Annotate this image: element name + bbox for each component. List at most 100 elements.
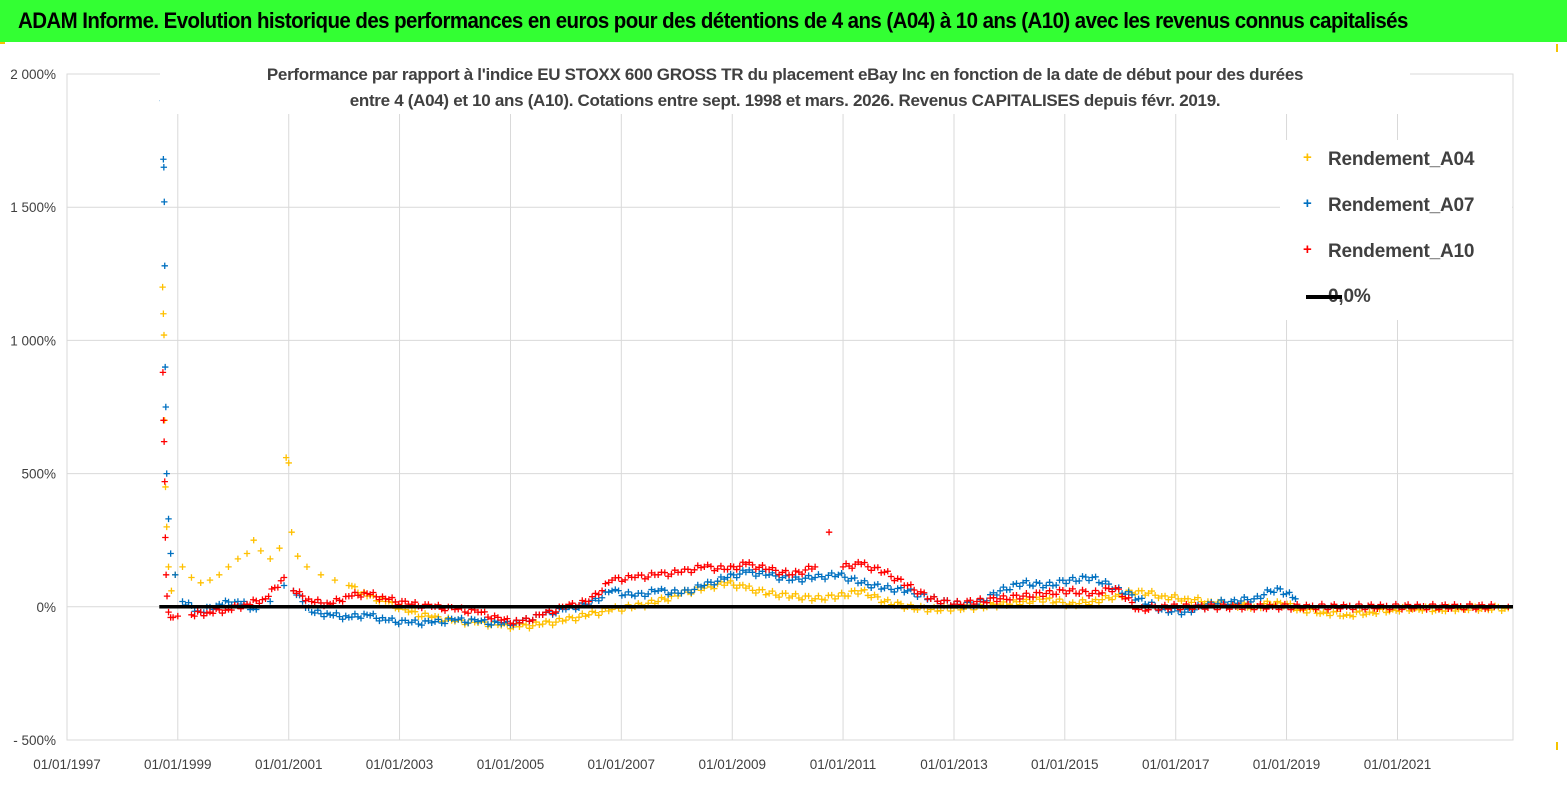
data-point xyxy=(167,550,174,557)
data-point xyxy=(661,587,669,594)
legend-marker-a07: + xyxy=(1303,195,1312,212)
data-point xyxy=(664,597,672,605)
data-point xyxy=(250,537,257,544)
data-point xyxy=(1036,589,1043,596)
data-point xyxy=(562,616,570,624)
data-point xyxy=(625,588,632,596)
data-point xyxy=(746,559,753,566)
data-point xyxy=(569,614,576,621)
data-point xyxy=(267,598,274,605)
data-point xyxy=(160,331,168,339)
data-point xyxy=(664,573,672,580)
data-point xyxy=(765,590,773,597)
data-point xyxy=(468,615,475,623)
data-point xyxy=(172,571,179,579)
data-point xyxy=(1059,599,1067,606)
data-point xyxy=(317,571,325,579)
data-point xyxy=(1274,584,1281,592)
data-point xyxy=(1231,596,1238,603)
data-point xyxy=(742,568,750,576)
data-point xyxy=(828,569,835,577)
data-point xyxy=(1062,580,1070,587)
data-point xyxy=(891,577,898,584)
data-point xyxy=(1059,586,1067,594)
data-point xyxy=(1142,591,1149,599)
data-point xyxy=(455,616,462,623)
data-point xyxy=(924,608,931,615)
data-point xyxy=(481,616,488,623)
data-point xyxy=(877,585,885,593)
data-point xyxy=(1092,587,1099,594)
data-point xyxy=(789,592,796,600)
data-point xyxy=(1155,594,1162,602)
data-point xyxy=(280,574,288,581)
data-point xyxy=(927,595,934,603)
data-point xyxy=(759,586,766,593)
data-point xyxy=(752,572,760,580)
data-point xyxy=(1138,595,1146,602)
data-point xyxy=(249,596,257,603)
data-point xyxy=(592,609,599,616)
frame-corner-top-left xyxy=(0,42,5,44)
data-point xyxy=(464,610,472,617)
data-point xyxy=(881,568,888,576)
data-point xyxy=(363,590,371,597)
data-point xyxy=(730,581,737,589)
x-tick-label: 01/01/2021 xyxy=(1364,757,1432,772)
data-point xyxy=(668,570,675,578)
data-point xyxy=(351,610,359,617)
data-point xyxy=(1138,587,1146,594)
data-point xyxy=(749,561,756,569)
data-point xyxy=(805,592,812,600)
data-point xyxy=(435,616,442,623)
data-point xyxy=(225,598,232,606)
data-point xyxy=(1062,590,1070,597)
data-point xyxy=(579,597,586,604)
data-point xyxy=(792,573,799,581)
data-point xyxy=(711,581,718,588)
x-tick-label: 01/01/2007 xyxy=(588,757,656,772)
data-point xyxy=(1283,590,1290,597)
data-point xyxy=(1340,612,1347,620)
data-point xyxy=(858,579,865,587)
data-point xyxy=(802,574,809,582)
data-point xyxy=(1320,608,1327,616)
data-point xyxy=(678,568,685,576)
data-point xyxy=(707,563,715,570)
data-point xyxy=(910,586,918,594)
data-point xyxy=(963,597,971,605)
data-point xyxy=(243,550,251,557)
data-point xyxy=(1260,591,1268,598)
data-point xyxy=(854,590,862,598)
data-point xyxy=(585,598,593,605)
data-point xyxy=(881,584,888,592)
data-point xyxy=(789,571,796,579)
data-point xyxy=(1333,608,1340,615)
legend-item-zero: 0,0% xyxy=(1280,284,1371,310)
data-point xyxy=(522,621,530,629)
data-point xyxy=(1006,586,1014,593)
data-point xyxy=(983,599,991,606)
data-point xyxy=(402,598,409,605)
data-point xyxy=(775,593,783,601)
data-point xyxy=(277,577,285,584)
data-point xyxy=(884,596,891,604)
data-point xyxy=(839,563,847,571)
data-point xyxy=(861,559,868,566)
data-point xyxy=(615,574,622,581)
data-point xyxy=(162,363,169,371)
data-point xyxy=(785,594,793,602)
data-point xyxy=(798,596,806,603)
data-point xyxy=(628,591,635,599)
data-point xyxy=(1112,584,1119,592)
data-point xyxy=(314,596,322,603)
data-point xyxy=(484,613,492,621)
data-point xyxy=(711,567,718,574)
chart-title-line-1: Performance par rapport à l'indice EU ST… xyxy=(266,65,1304,84)
data-point xyxy=(746,582,753,590)
data-point xyxy=(179,563,186,571)
data-point xyxy=(360,589,368,596)
data-point xyxy=(411,608,419,615)
data-point xyxy=(161,262,168,270)
data-point xyxy=(818,596,825,603)
